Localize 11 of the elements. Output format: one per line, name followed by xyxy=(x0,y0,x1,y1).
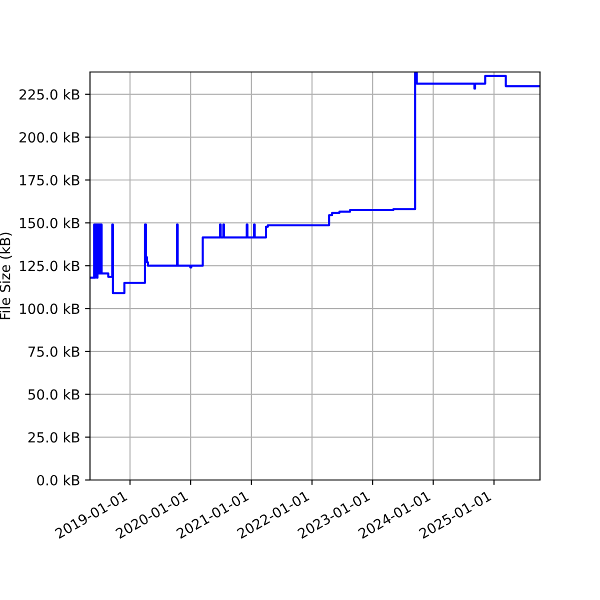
y-tick-label: 125.0 kB xyxy=(20,260,80,272)
y-tick-label: 0.0 kB xyxy=(37,474,80,486)
y-tick-label: 175.0 kB xyxy=(20,174,80,186)
y-tick-label: 50.0 kB xyxy=(28,389,80,400)
y-tick-label: 200.0 kB xyxy=(20,132,80,143)
y-tick-label: 75.0 kB xyxy=(28,346,80,357)
y-axis-title: File Size (kB) xyxy=(0,232,12,320)
y-tick-label: 225.0 kB xyxy=(20,89,80,100)
y-tick-label: 25.0 kB xyxy=(28,432,80,443)
y-tick-label: 100.0 kB xyxy=(20,303,80,314)
y-tick-label: 150.0 kB xyxy=(20,218,80,228)
